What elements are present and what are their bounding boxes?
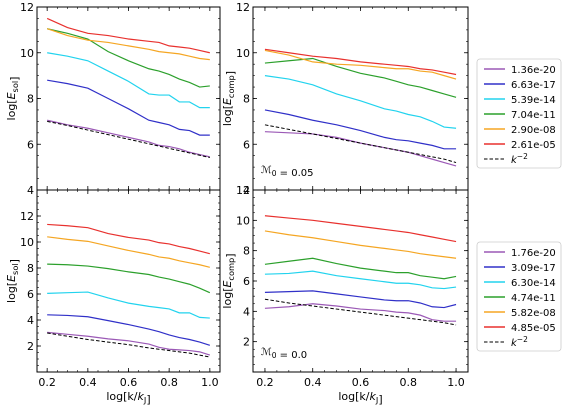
legend-label: 6.63e-17 [511, 80, 556, 91]
legend-label: 7.04e-11 [511, 110, 556, 121]
legend-label: 4.85e-05 [511, 323, 556, 334]
p2-ytick-label: 10 [236, 47, 250, 60]
p3-ytick-label: 6 [27, 288, 34, 301]
legend-label: 5.82e-08 [511, 308, 556, 319]
p2-series-line-4 [264, 49, 457, 80]
p2-axes-frame [252, 6, 469, 191]
legend-frame [476, 241, 562, 352]
p3-series-line-5 [47, 223, 210, 255]
p4-xtick-label: 0.8 [400, 376, 418, 389]
p2-series-line-1 [264, 109, 457, 150]
p3-series-line-4 [47, 236, 210, 268]
panel-p3: 2 4 6 8 10 12 0.2 0.4 0.6 0.8 1.0 log[Esol] log[k/kJ… [5, 189, 221, 406]
p2-series-line-5 [264, 48, 457, 76]
p3-xtick-label: 0.8 [160, 376, 178, 389]
p4-ytick-label: 10 [236, 214, 250, 227]
p2-series-line-6 [264, 124, 457, 164]
p4-xtick-label: 0.4 [304, 376, 322, 389]
p1-ylabel: log[Esol] [5, 77, 21, 121]
p2-ytick-label: 8 [243, 93, 250, 106]
panel-p4: 2 4 6 8 10 12 0.2 0.4 0.6 0.8 1.0 log[Ecomp] log[k/k… [221, 184, 469, 406]
p4-series-line-5 [264, 215, 457, 243]
p2-ytick-label: 4 [243, 184, 250, 197]
p1-series-line-1 [47, 79, 210, 136]
p3-axes-frame [36, 189, 221, 373]
legend-frame [476, 58, 562, 169]
p3-xtick-label: 0.4 [79, 376, 97, 389]
p1-series-line-2 [47, 52, 210, 109]
p1-series-line-6 [47, 120, 210, 159]
p3-xtick-label: 0.2 [38, 376, 56, 389]
p4-ytick-label: 8 [243, 245, 250, 258]
p4-series-line-2 [264, 270, 457, 290]
p4-ytick-label: 4 [243, 305, 250, 318]
p3-xtick-label: 0.6 [120, 376, 138, 389]
p1-series-line-0 [47, 119, 210, 158]
p2-series-line-2 [264, 75, 457, 129]
p4-annotation: ℳ0 = 0.0 [261, 347, 307, 361]
p4-series-line-6 [264, 298, 457, 326]
p1-ytick-label: 4 [27, 184, 34, 197]
p3-series-line-0 [47, 331, 211, 356]
p2-annotation: ℳ0 = 0.05 [261, 165, 314, 179]
p4-series-line-3 [264, 257, 457, 280]
p2-ytick-label: 12 [236, 1, 250, 14]
p4-xlabel: log[k/kJ] [338, 390, 382, 406]
p3-ytick-label: 10 [20, 236, 34, 249]
p3-ytick-label: 12 [20, 210, 34, 223]
p4-series-line-1 [264, 290, 457, 309]
p2-ylabel: log[Ecomp] [221, 71, 237, 126]
legend-label: 2.61e-05 [511, 140, 556, 151]
p3-xlabel: log[k/kJ] [106, 390, 150, 406]
p1-series-line-5 [46, 17, 210, 54]
panel-p2: 4 6 8 10 12 log[Ecomp] ℳ0 = 0.05 [221, 1, 469, 197]
p2-series-line-0 [264, 131, 457, 167]
legend-label: k−2 [511, 335, 528, 349]
p4-ytick-label: 6 [243, 275, 250, 288]
p3-xtick-label: 1.0 [201, 376, 219, 389]
p2-ytick-label: 6 [243, 138, 250, 151]
legend-label: 4.74e-11 [511, 293, 556, 304]
p4-ytick-label: 2 [243, 336, 250, 349]
p1-series-line-4 [46, 28, 210, 61]
p4-xtick-label: 0.6 [352, 376, 370, 389]
p4-series-line-0 [264, 303, 457, 322]
p1-series-line-3 [47, 28, 210, 88]
p4-xtick-label: 0.2 [256, 376, 274, 389]
p1-ytick-label: 8 [27, 93, 34, 106]
p1-ytick-label: 6 [27, 138, 34, 151]
p3-ylabel: log[Esol] [5, 259, 21, 303]
legend-label: 2.90e-08 [511, 125, 556, 136]
p1-ytick-label: 12 [20, 1, 34, 14]
p4-ytick-label: 12 [236, 184, 250, 197]
p4-xtick-label: 1.0 [447, 376, 465, 389]
p4-ylabel: log[Ecomp] [221, 253, 237, 308]
legend-label: 1.36e-20 [511, 65, 556, 76]
panel-p1: 4 6 8 10 12 log[Esol] [5, 1, 221, 197]
legend-label: k−2 [511, 152, 528, 166]
p3-series-line-2 [47, 291, 210, 319]
p3-ytick-label: 4 [27, 314, 34, 327]
p3-series-line-3 [47, 263, 211, 294]
p1-ytick-label: 10 [20, 47, 34, 60]
legend-label: 5.39e-14 [511, 95, 556, 106]
legend-1: 1.36e-20 6.63e-17 5.39e-14 7.04e-11 2.90e-08… [476, 58, 562, 169]
legend-label: 1.76e-20 [511, 248, 556, 259]
legend-label: 6.30e-14 [511, 278, 556, 289]
p3-series-line-1 [47, 314, 211, 346]
p2-series-line-3 [264, 57, 457, 98]
p3-ytick-label: 8 [27, 262, 34, 275]
p4-series-line-4 [264, 230, 457, 259]
p3-ytick-label: 2 [27, 340, 34, 353]
p3-series-line-6 [47, 332, 210, 358]
legend-label: 3.09e-17 [511, 263, 556, 274]
legend-2: 1.76e-20 3.09e-17 6.30e-14 4.74e-11 5.82e-08… [476, 241, 562, 352]
